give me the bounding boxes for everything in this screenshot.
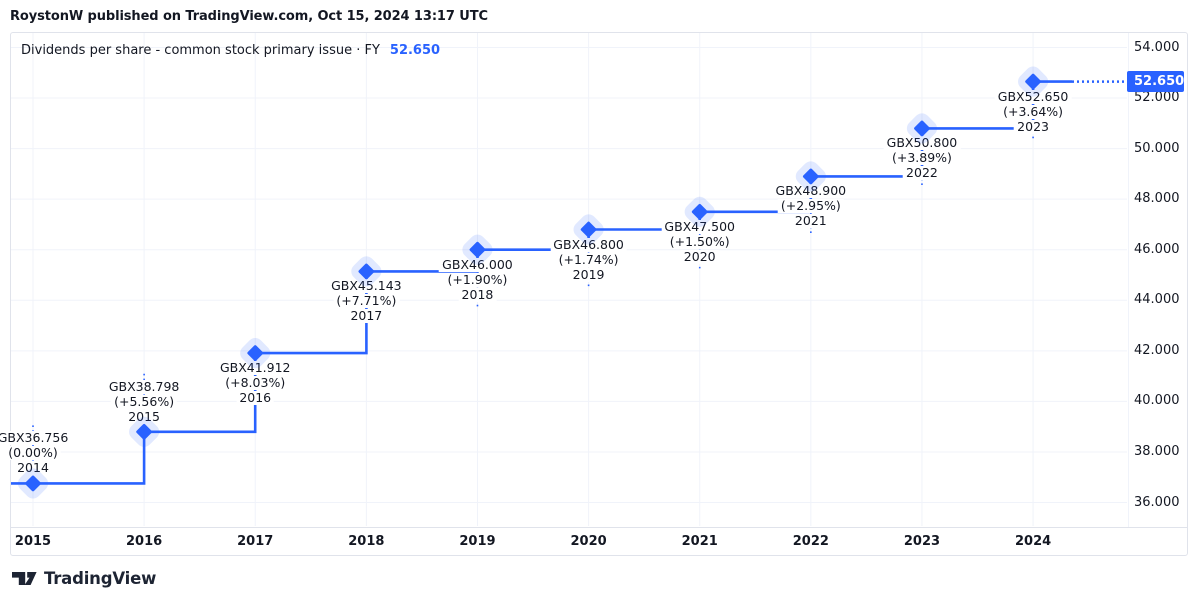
price-tick-label: 54.000 — [1134, 39, 1180, 55]
published-byline: RoystonW published on TradingView.com, O… — [10, 9, 488, 24]
price-tick-label: 50.000 — [1134, 140, 1180, 156]
price-tick-label: 46.000 — [1134, 241, 1180, 257]
price-tick-label: 52.000 — [1134, 90, 1180, 106]
time-tick-label: 2020 — [570, 534, 607, 549]
time-tick-label: 2024 — [1014, 534, 1052, 549]
time-tick-label: 2017 — [237, 534, 274, 549]
last-price-badge: 52.650 — [1127, 71, 1184, 92]
tradingview-attribution[interactable]: TradingView — [12, 569, 156, 588]
price-tick-label: 42.000 — [1134, 342, 1180, 358]
time-tick-label: 2022 — [792, 534, 829, 549]
time-tick-label: 2023 — [903, 534, 941, 549]
price-tick-label: 48.000 — [1134, 191, 1180, 207]
chart-pane[interactable] — [10, 32, 1188, 556]
time-tick-label: 2019 — [459, 534, 496, 549]
time-tick-label: 2015 — [14, 534, 52, 549]
price-tick-label: 38.000 — [1134, 443, 1180, 459]
time-tick-label: 2018 — [348, 534, 385, 549]
price-tick-label: 44.000 — [1134, 292, 1180, 308]
time-tick-label: 2021 — [681, 534, 718, 549]
tradingview-wordmark: TradingView — [44, 569, 157, 588]
time-tick-label: 2016 — [126, 534, 163, 549]
series-last-value: 52.650 — [389, 43, 441, 58]
price-tick-label: 40.000 — [1134, 393, 1180, 409]
series-legend[interactable]: Dividends per share - common stock prima… — [21, 43, 440, 58]
series-title: Dividends per share - common stock prima… — [21, 43, 380, 58]
price-tick-label: 36.000 — [1134, 494, 1180, 510]
tradingview-logo-icon — [12, 571, 37, 585]
